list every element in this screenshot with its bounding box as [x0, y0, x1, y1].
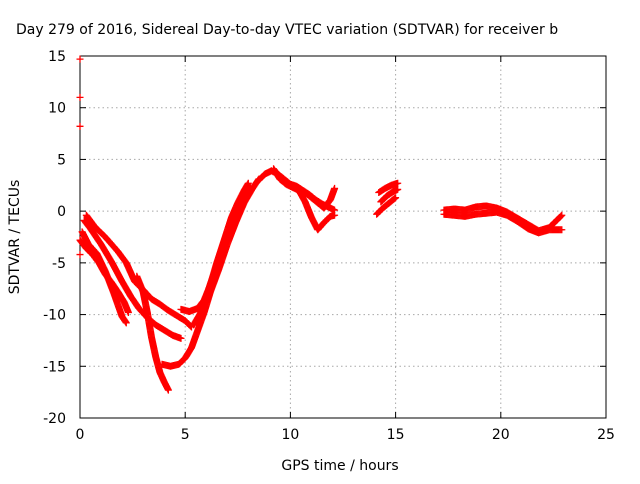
- y-axis-label: SDTVAR / TECUs: [7, 180, 23, 295]
- x-tick-label: 10: [281, 427, 299, 443]
- data-point: [76, 55, 84, 63]
- ticks-layer: 0 5 10 15 20 25 -20 -15 -10 -5 0 5 10 15: [43, 49, 615, 443]
- data-point: [394, 179, 402, 187]
- data-point: [186, 322, 194, 330]
- series-track-h: [190, 184, 254, 329]
- series-track-k: [301, 184, 339, 212]
- data-point: [394, 185, 402, 193]
- data-point: [331, 184, 339, 192]
- data-point: [177, 334, 185, 342]
- y-tick-label: -20: [43, 411, 66, 427]
- y-tick-label: 0: [57, 204, 66, 220]
- data-point: [76, 122, 84, 130]
- series-track-m: [375, 179, 402, 197]
- y-tick-label: 10: [48, 101, 66, 117]
- data-point: [164, 386, 172, 394]
- data-point: [124, 309, 132, 317]
- series-track-e: [133, 272, 172, 394]
- data-layer: [76, 55, 566, 394]
- y-tick-label: 5: [57, 152, 66, 168]
- x-tick-label: 25: [597, 427, 615, 443]
- data-point: [558, 226, 566, 234]
- y-tick-label: 15: [48, 49, 66, 65]
- series-track-n: [377, 185, 402, 206]
- x-tick-label: 0: [76, 427, 85, 443]
- data-point: [557, 212, 565, 220]
- x-tick-label: 5: [181, 427, 190, 443]
- data-point: [556, 213, 564, 221]
- y-tick-label: -15: [43, 359, 66, 375]
- data-point: [244, 179, 252, 187]
- x-tick-label: 20: [492, 427, 510, 443]
- series-track-g: [177, 179, 252, 315]
- data-point: [331, 211, 339, 219]
- data-point: [246, 184, 254, 192]
- series-track-d: [76, 236, 132, 317]
- series-track-l: [373, 194, 400, 218]
- x-tick-label: 15: [387, 427, 405, 443]
- series-track-p: [440, 208, 566, 237]
- y-tick-label: -5: [52, 256, 66, 272]
- data-point: [392, 194, 400, 202]
- x-axis-label: GPS time / hours: [281, 458, 398, 474]
- data-point: [76, 93, 84, 101]
- isolated-points: [76, 55, 84, 259]
- data-point: [76, 251, 84, 259]
- series-track-c: [82, 211, 196, 331]
- chart-title: Day 279 of 2016, Sidereal Day-to-day VTE…: [16, 22, 558, 38]
- data-point: [122, 319, 130, 327]
- series-track-j: [270, 165, 339, 234]
- data-point: [558, 211, 566, 219]
- y-tick-label: -10: [43, 308, 66, 324]
